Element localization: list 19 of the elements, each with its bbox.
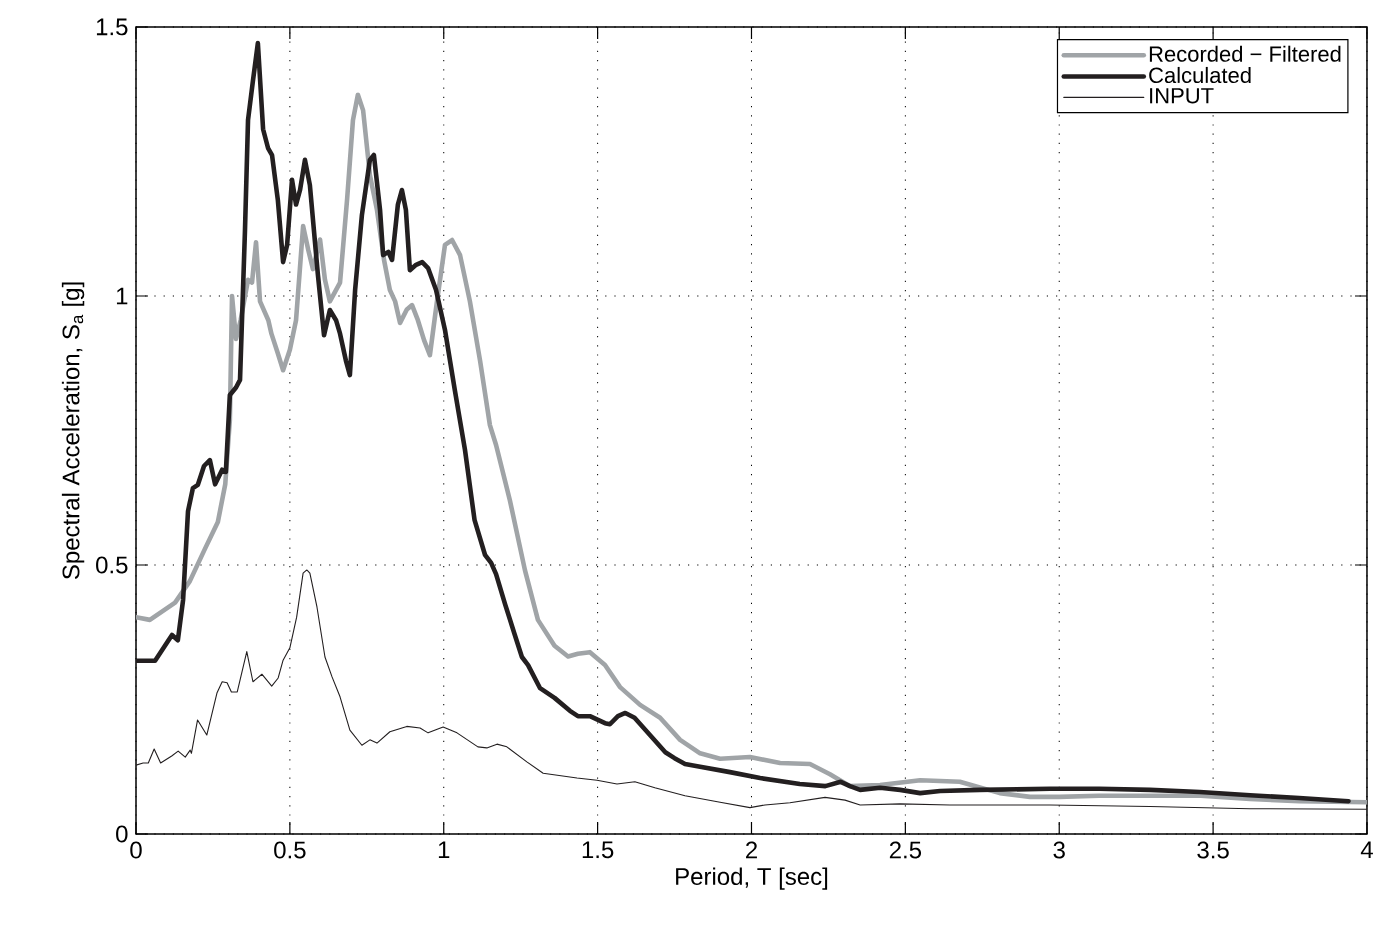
x-tick-label: 2 <box>746 841 757 859</box>
legend-label: Calculated <box>1149 66 1251 84</box>
legend-label: INPUT <box>1150 88 1214 104</box>
x-tick-label: 1.5 <box>582 841 614 859</box>
y-tick-label: 0.5 <box>96 556 128 574</box>
x-axis-title: Period, T [sec] <box>676 867 828 890</box>
x-tick-label: 4 <box>1360 841 1373 859</box>
y-axis-title: Spectral Acceleration, S$_{a}$ [g] <box>61 282 85 580</box>
y-tick-label: 0 <box>116 825 128 843</box>
y-tick-label: 1 <box>116 287 128 305</box>
x-tick-label: 1 <box>438 841 450 859</box>
x-tick-label: 0 <box>130 841 142 859</box>
x-tick-label: 0.5 <box>274 841 306 859</box>
y-tick-label: 1.5 <box>96 18 128 36</box>
legend-label: Recorded − Filtered <box>1149 45 1341 62</box>
x-tick-label: 2.5 <box>889 841 922 859</box>
x-tick-label: 3 <box>1053 841 1065 859</box>
x-tick-label: 3.5 <box>1197 841 1229 859</box>
line-series <box>136 569 1367 810</box>
